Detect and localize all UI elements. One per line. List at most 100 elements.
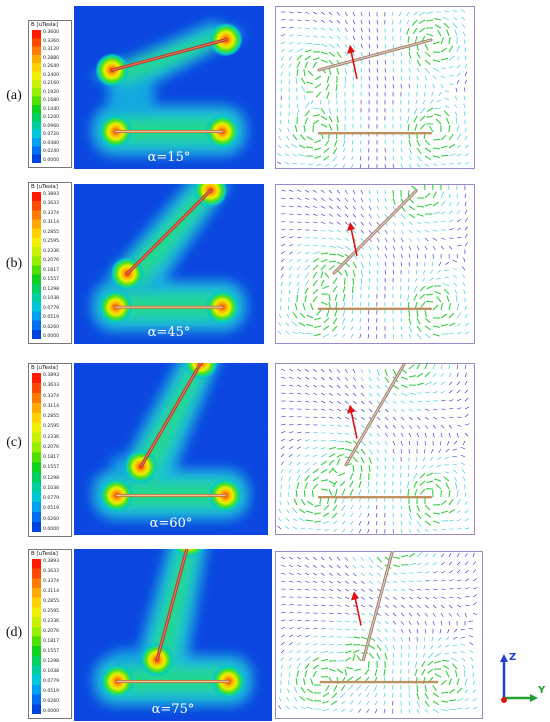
field-vector: [344, 205, 349, 210]
field-vector: [440, 145, 448, 149]
field-vector: [464, 39, 466, 45]
field-vector: [407, 488, 410, 496]
legend-tick-label: 0.1038: [43, 485, 60, 491]
field-vector: [334, 309, 338, 317]
field-vector: [320, 189, 325, 194]
field-vector: [280, 484, 283, 490]
field-vector: [456, 56, 460, 61]
field-vector: [461, 266, 466, 271]
field-vector: [392, 197, 396, 205]
field-vector: [423, 644, 426, 650]
field-vector: [336, 644, 342, 646]
field-vector: [376, 416, 381, 421]
field-vector: [368, 408, 373, 413]
field-vector: [384, 237, 388, 243]
field-vector: [424, 553, 429, 558]
panel-label: (c): [6, 435, 22, 450]
field-vector: [288, 572, 294, 575]
field-vector: [400, 147, 403, 153]
field-vector: [452, 259, 458, 263]
field-vector: [419, 285, 426, 292]
field-vector: [277, 144, 282, 149]
field-vector: [312, 635, 318, 638]
field-vector: [306, 324, 314, 327]
field-vector: [384, 456, 387, 462]
field-vector: [448, 604, 453, 609]
field-vector: [452, 22, 458, 29]
legend-tick-label: 0.1920: [43, 89, 60, 95]
magnetic-field-heatmap: α=75°: [74, 549, 272, 721]
legend-tick-label: 0.3633: [43, 383, 60, 389]
field-vector: [312, 376, 317, 380]
field-vector: [292, 162, 298, 165]
field-vector: [456, 312, 462, 319]
field-vector: [368, 368, 371, 374]
field-vector: [350, 528, 354, 533]
field-vector: [280, 243, 286, 247]
field-vector: [416, 325, 422, 332]
field-vector: [416, 416, 421, 421]
field-vector: [422, 99, 426, 105]
field-vector: [432, 612, 436, 617]
field-vector: [400, 107, 402, 113]
field-vector: [392, 221, 396, 226]
field-vector: [424, 363, 428, 370]
field-vector: [376, 245, 380, 251]
field-vector: [440, 580, 446, 582]
field-vector: [424, 51, 431, 58]
field-vector: [312, 627, 318, 630]
field-vector: [412, 19, 418, 26]
field-vector: [445, 482, 450, 490]
field-vector: [304, 221, 310, 224]
field-vector: [399, 27, 402, 33]
field-vector: [400, 67, 403, 73]
field-vector: [288, 580, 294, 583]
legend-title: B [uTesla]: [31, 22, 58, 28]
field-vector: [368, 580, 373, 584]
field-vector: [424, 309, 427, 317]
field-vector: [415, 99, 418, 105]
field-vector: [408, 51, 412, 59]
field-vector: [352, 376, 356, 381]
field-vector: [352, 456, 359, 463]
field-vector: [285, 153, 290, 157]
field-vector: [456, 407, 462, 410]
field-vector: [440, 324, 448, 327]
field-vector: [424, 562, 430, 566]
field-vector: [455, 117, 458, 125]
field-vector: [408, 364, 415, 370]
field-vector: [452, 9, 458, 13]
field-vector: [360, 269, 364, 277]
field-vector: [350, 512, 354, 518]
field-vector: [336, 612, 342, 615]
field-vector: [360, 636, 368, 640]
field-vector: [368, 59, 371, 65]
field-vector: [336, 376, 341, 381]
field-vector: [400, 333, 403, 339]
field-vector: [368, 464, 371, 472]
field-vector: [455, 482, 458, 490]
field-vector: [333, 333, 338, 338]
field-vector: [453, 17, 458, 21]
field-vector: [292, 311, 298, 319]
field-vector: [312, 205, 318, 209]
field-vector: [352, 628, 358, 631]
legend-color-bar: [32, 30, 41, 163]
field-vector: [376, 652, 381, 660]
field-vector: [424, 571, 430, 574]
field-vector: [440, 679, 447, 686]
field-vector: [464, 595, 470, 598]
field-vector: [434, 673, 442, 678]
field-vector: [350, 325, 354, 331]
panel-label: (a): [6, 88, 22, 103]
field-vector: [296, 189, 302, 192]
field-vector: [472, 706, 478, 710]
field-vector: [360, 11, 363, 17]
field-vector: [368, 384, 372, 389]
field-vector: [435, 118, 442, 125]
field-vector: [448, 596, 454, 599]
field-vector: [320, 658, 328, 662]
field-vector: [349, 708, 354, 713]
field-vector: [304, 572, 310, 576]
field-vector: [278, 705, 282, 710]
